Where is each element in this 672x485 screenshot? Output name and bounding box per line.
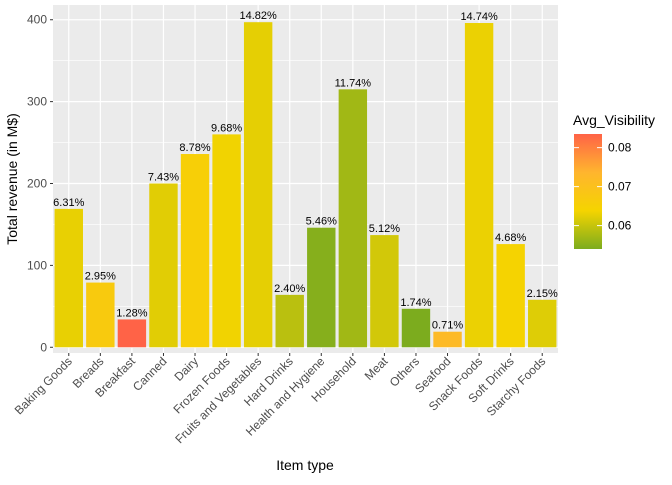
bar-data-label: 1.74% [400, 297, 431, 309]
bar-snack-foods [464, 23, 494, 348]
bar-household [338, 89, 368, 348]
bar-others [401, 308, 431, 348]
bar-data-label: 5.46% [306, 216, 337, 228]
legend-tick-label: 0.08 [608, 141, 632, 155]
bar-starchy-foods [528, 299, 557, 348]
y-tick-label: 200 [27, 177, 47, 191]
bar-dairy [180, 154, 210, 348]
bar-data-label: 6.31% [53, 197, 84, 209]
bar-data-label: 2.15% [527, 288, 558, 300]
bar-fruits-and-vegetables [243, 22, 273, 348]
x-tick-label: Baking Goods [12, 354, 75, 417]
y-tick-label: 100 [27, 258, 47, 272]
bar-data-label: 8.78% [179, 142, 210, 154]
bar-baking-goods [54, 208, 83, 348]
x-tick-label: Canned [130, 354, 170, 394]
bar-data-label: 2.40% [274, 283, 305, 295]
bar-breads [86, 282, 115, 348]
bar-data-label: 7.43% [148, 172, 179, 184]
bar-data-label: 5.12% [369, 223, 400, 235]
bar-canned [149, 183, 178, 348]
bar-labels: 6.31% 2.95% 1.28% 7.43% 8.78%9.68% 14.82% 2.40… [53, 10, 558, 332]
y-tick-label: 0 [40, 340, 47, 354]
bar-data-label: 0.71% [432, 320, 463, 332]
legend-title: Avg_Visibility [573, 112, 655, 128]
bar-data-label: 11.74% [335, 77, 372, 89]
bar-health-and-hygiene [307, 227, 336, 348]
bar-frozen-foods [212, 134, 241, 348]
bar-data-label: 14.82% [240, 10, 278, 22]
bar-hard-drinks [275, 294, 304, 348]
y-axis: 0 100 200 300 400 [27, 13, 53, 354]
bar-data-label: 2.95% [85, 271, 116, 283]
bar-data-label: 9.68% [211, 122, 242, 134]
bar-data-label: 1.28% [116, 307, 147, 319]
bar-seafood [433, 331, 462, 348]
bar-breakfast [117, 319, 147, 348]
y-tick-label: 400 [27, 13, 47, 27]
legend-tick-label: 0.06 [608, 219, 632, 233]
legend-ticks: 0.06 0.07 0.08 [574, 141, 632, 233]
y-tick-label: 300 [27, 95, 47, 109]
bar-data-label: 4.68% [495, 232, 526, 244]
legend-colorbar [574, 134, 602, 249]
x-axis-title: Item type [276, 457, 334, 473]
legend-tick-label: 0.07 [608, 180, 632, 194]
color-legend: Avg_Visibility 0.06 0.07 0.08 [573, 112, 655, 249]
bar-meat [370, 235, 399, 348]
bars [54, 22, 557, 348]
bar-data-label: 14.74% [460, 11, 498, 23]
y-axis-title: Total revenue (in M$) [4, 113, 20, 245]
bar-soft-drinks [496, 244, 525, 348]
